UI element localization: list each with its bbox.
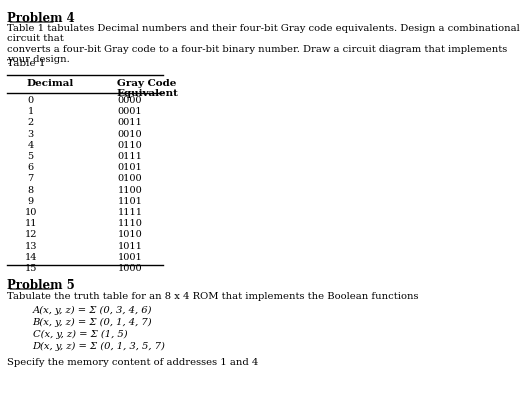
- Text: 14: 14: [24, 253, 37, 262]
- Text: C(x, y, z) = Σ (1, 5): C(x, y, z) = Σ (1, 5): [33, 330, 127, 339]
- Text: 3: 3: [27, 129, 34, 139]
- Text: 1110: 1110: [118, 219, 142, 228]
- Text: 7: 7: [27, 174, 34, 183]
- Text: 15: 15: [25, 264, 37, 273]
- Text: 0: 0: [28, 96, 34, 105]
- Text: 0110: 0110: [118, 141, 142, 150]
- Text: 5: 5: [28, 152, 34, 161]
- Text: 9: 9: [28, 197, 34, 206]
- Text: 8: 8: [28, 186, 34, 195]
- Text: A(x, y, z) = Σ (0, 3, 4, 6): A(x, y, z) = Σ (0, 3, 4, 6): [33, 306, 152, 315]
- Text: Decimal: Decimal: [26, 79, 74, 88]
- Text: 0001: 0001: [118, 107, 142, 116]
- Text: Problem 4: Problem 4: [7, 12, 75, 25]
- Text: 2: 2: [27, 118, 34, 127]
- Text: 0000: 0000: [118, 96, 142, 105]
- Text: 4: 4: [27, 141, 34, 150]
- Text: 0010: 0010: [118, 129, 142, 139]
- Text: Specify the memory content of addresses 1 and 4: Specify the memory content of addresses …: [7, 358, 259, 367]
- Text: 1001: 1001: [118, 253, 142, 262]
- Text: B(x, y, z) = Σ (0, 1, 4, 7): B(x, y, z) = Σ (0, 1, 4, 7): [33, 318, 152, 327]
- Text: 11: 11: [24, 219, 37, 228]
- Text: 1111: 1111: [118, 208, 143, 217]
- Text: D(x, y, z) = Σ (0, 1, 3, 5, 7): D(x, y, z) = Σ (0, 1, 3, 5, 7): [33, 342, 165, 351]
- Text: 0100: 0100: [118, 174, 142, 183]
- Text: 0011: 0011: [118, 118, 142, 127]
- Text: 1010: 1010: [118, 230, 142, 239]
- Text: 1011: 1011: [118, 242, 142, 251]
- Text: 10: 10: [25, 208, 37, 217]
- Text: Gray Code
Equivalent: Gray Code Equivalent: [116, 79, 178, 98]
- Text: 1000: 1000: [118, 264, 142, 273]
- Text: 1: 1: [27, 107, 34, 116]
- Text: 1100: 1100: [118, 186, 142, 195]
- Text: 6: 6: [28, 163, 34, 172]
- Text: Table 1 tabulates Decimal numbers and their four-bit Gray code equivalents. Desi: Table 1 tabulates Decimal numbers and th…: [7, 24, 520, 64]
- Text: 13: 13: [24, 242, 37, 251]
- Text: Problem 5: Problem 5: [7, 279, 75, 292]
- Text: 0101: 0101: [118, 163, 142, 172]
- Text: Table 1: Table 1: [7, 59, 46, 68]
- Text: 12: 12: [24, 230, 37, 239]
- Text: 1101: 1101: [118, 197, 142, 206]
- Text: 0111: 0111: [118, 152, 142, 161]
- Text: Tabulate the truth table for an 8 x 4 ROM that implements the Boolean functions: Tabulate the truth table for an 8 x 4 RO…: [7, 292, 419, 301]
